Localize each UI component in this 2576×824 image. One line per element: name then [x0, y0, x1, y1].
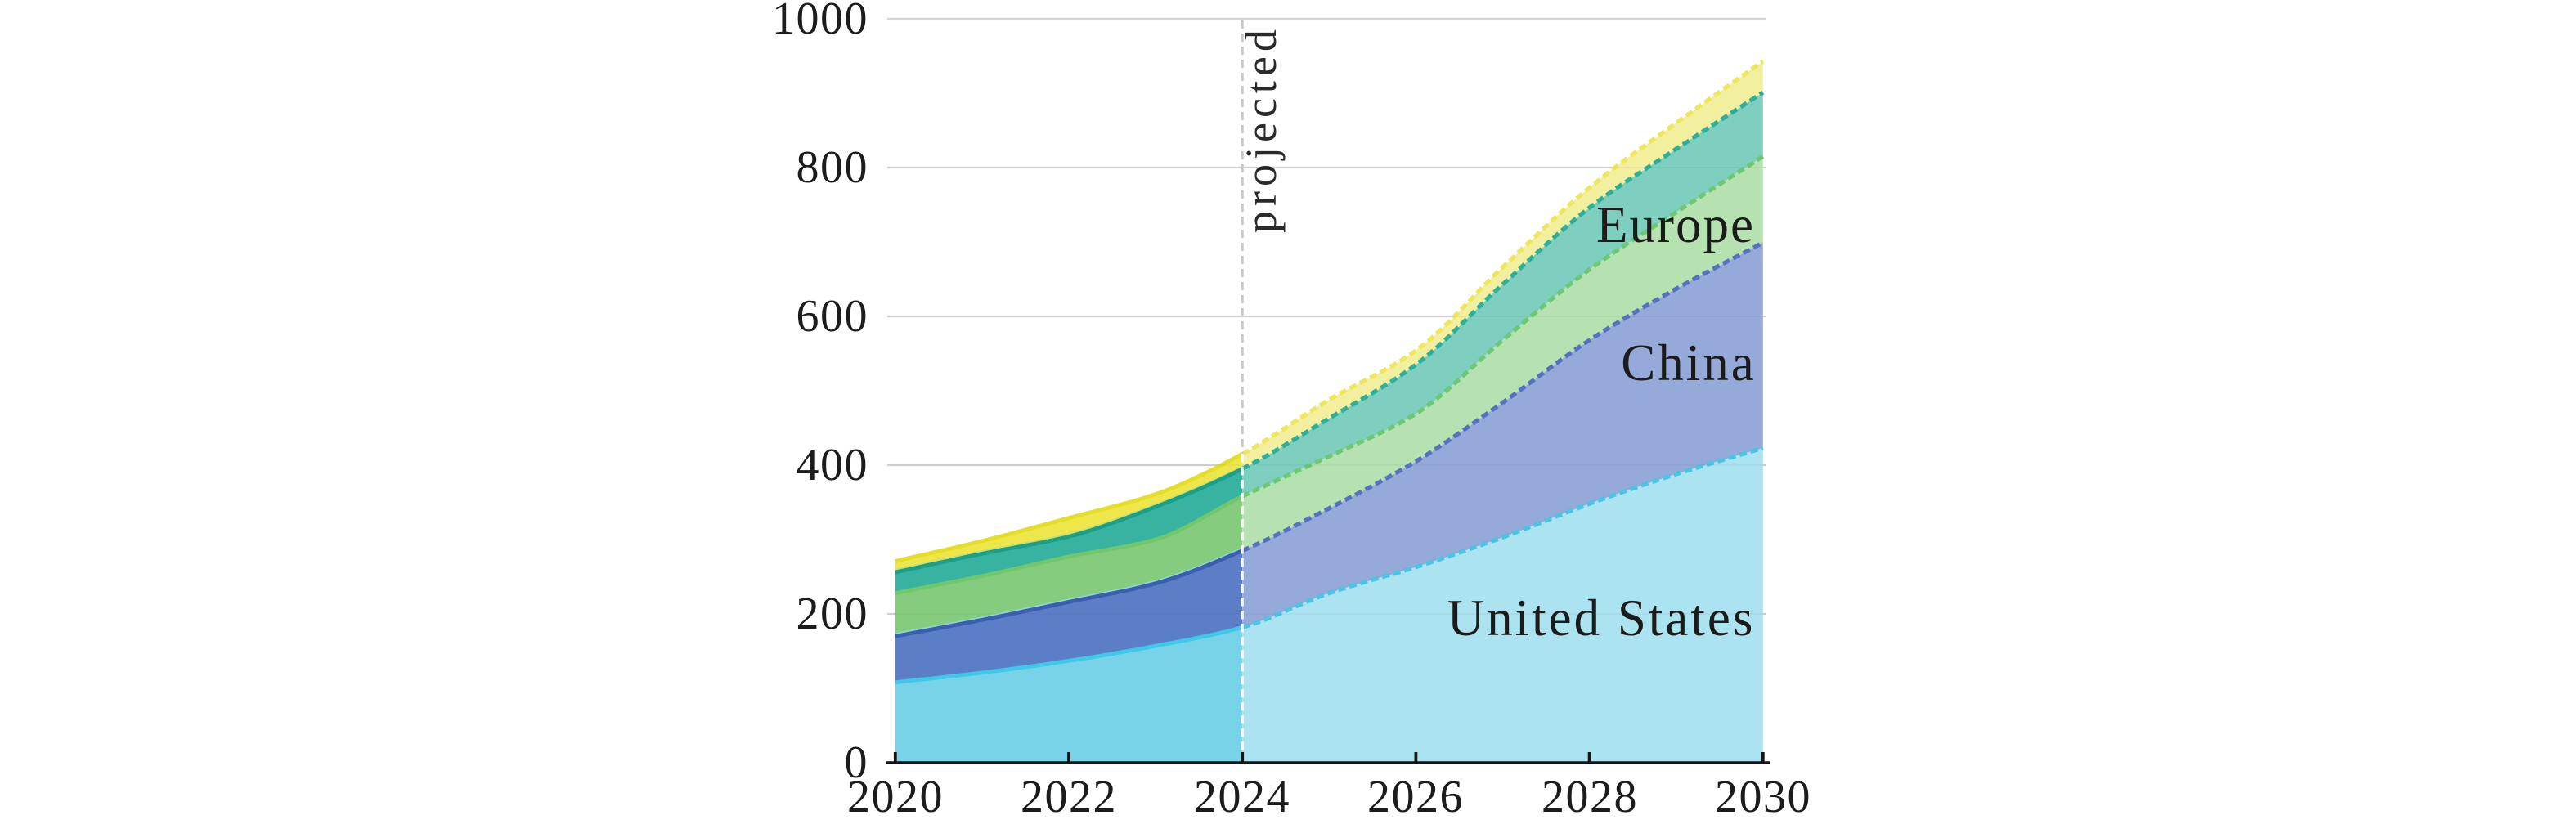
svg-text:400: 400 [797, 440, 869, 490]
svg-text:Europe: Europe [1596, 196, 1755, 253]
svg-text:600: 600 [797, 291, 869, 342]
svg-text:2024: 2024 [1194, 772, 1290, 822]
svg-text:projected: projected [1236, 25, 1286, 233]
svg-text:2020: 2020 [847, 772, 944, 822]
svg-text:1000: 1000 [772, 0, 868, 44]
svg-text:0: 0 [845, 737, 869, 788]
svg-text:200: 200 [797, 589, 869, 639]
svg-text:2028: 2028 [1542, 772, 1638, 822]
svg-text:China: China [1621, 334, 1757, 392]
svg-text:2022: 2022 [1021, 772, 1117, 822]
svg-text:2030: 2030 [1715, 772, 1811, 822]
svg-text:United States: United States [1447, 589, 1756, 647]
svg-text:800: 800 [797, 142, 869, 193]
svg-text:2026: 2026 [1367, 772, 1464, 822]
